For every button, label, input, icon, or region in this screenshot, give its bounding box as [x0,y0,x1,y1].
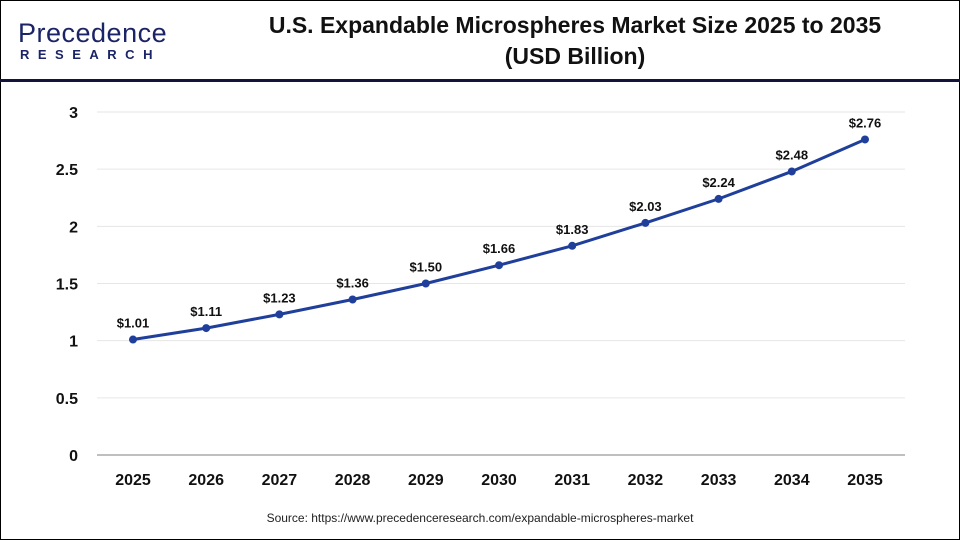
data-label: $1.83 [556,222,589,237]
data-label: $1.23 [263,290,296,305]
y-tick-label: 2.5 [56,162,78,179]
x-tick-label: 2032 [628,472,664,489]
x-tick-label: 2033 [701,472,737,489]
data-point [861,135,869,144]
chart-title: U.S. Expandable Microspheres Market Size… [200,10,950,72]
data-point [202,324,211,333]
data-label: $1.01 [117,316,150,331]
data-point [495,261,503,270]
x-tick-label: 2027 [262,472,298,489]
y-tick-label: 0 [69,448,78,465]
source-text: Source: https://www.precedenceresearch.c… [266,511,694,525]
data-point [714,194,723,203]
subtitle-line: (USD Billion) [504,43,646,69]
data-point [348,295,357,304]
x-tick-label: 2029 [408,472,444,489]
y-tick-label: 3 [69,105,78,122]
y-tick-label: 1 [69,334,78,351]
x-tick-label: 2025 [115,472,151,489]
x-tick-label: 2028 [335,472,371,489]
precedence-research-logo: Precedence RESEARCH [18,18,168,63]
data-label: $1.50 [410,260,443,275]
header-divider [0,79,960,82]
logo-sub-text: RESEARCH [20,47,161,62]
logo-main-text: Precedence [18,18,168,48]
x-tick-label: 2026 [188,472,224,489]
x-tick-label: 2034 [774,472,810,489]
data-label: $1.66 [483,241,516,256]
data-point [129,335,137,344]
data-label: $2.03 [629,199,662,214]
y-tick-label: 2 [69,219,78,236]
data-point [421,279,430,288]
data-label: $1.11 [190,304,222,319]
data-label: $2.24 [702,175,735,190]
data-point [787,167,796,176]
x-tick-label: 2031 [554,472,590,489]
data-label: $1.36 [336,276,369,291]
y-tick-label: 1.5 [56,277,78,294]
x-tick-label: 2035 [847,472,883,489]
data-label: $2.76 [849,115,882,130]
data-label: $2.48 [776,147,809,162]
y-tick-label: 0.5 [56,391,78,408]
data-point [641,218,650,227]
x-tick-label: 2030 [481,472,517,489]
data-point [275,310,284,319]
title-line: U.S. Expandable Microspheres Market Size… [268,12,882,38]
data-point [568,241,577,250]
